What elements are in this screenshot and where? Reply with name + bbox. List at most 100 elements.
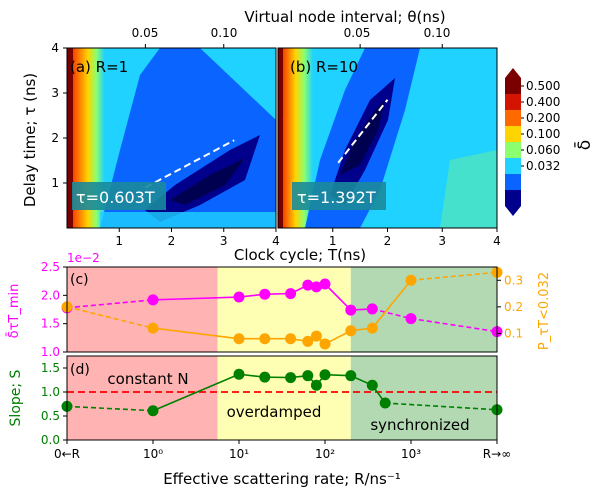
colorbar-segment-1 [505, 94, 521, 110]
series-c-0-seg-9 [372, 308, 412, 320]
y-tick-label-0: 1 [51, 176, 59, 190]
c-right-tick-label-1: 0.2 [504, 300, 523, 314]
heatmap-a-dark-core [170, 158, 245, 205]
region-d-2 [350, 356, 497, 440]
series-d-point-5 [302, 370, 314, 382]
colorbar-segment-7 [505, 190, 521, 206]
series-d-point-8 [345, 370, 357, 382]
series-d-seg-1 [152, 373, 240, 412]
series-d-point-9 [366, 379, 378, 391]
colorbar-segment-3 [505, 126, 521, 142]
d-tick-label-2: 1.0 [41, 385, 60, 399]
top-xlabel: Virtual node interval; θ(ns) [244, 8, 445, 26]
annotation-box-b [292, 182, 386, 210]
series-d-point-6 [310, 379, 322, 391]
series-c-0-point-6 [310, 281, 322, 293]
top-tick-label-b1: 0.05 [344, 26, 371, 40]
series-c-0-point-4 [285, 288, 297, 300]
colorbar-segment-2 [505, 110, 521, 126]
heatmap-a-left-edge [67, 48, 73, 228]
series-d-point-4 [285, 372, 297, 384]
series-d-point-10 [379, 397, 391, 409]
colorbar-segment-0 [505, 78, 521, 94]
series-c-1-point-2 [233, 333, 245, 345]
series-c-1-point-7 [319, 338, 331, 350]
bottom-tick-label-1: 10⁰ [143, 447, 163, 461]
series-c-0-point-10 [405, 313, 417, 325]
y-tick-label-3: 4 [51, 41, 59, 55]
series-d-point-1 [147, 405, 159, 417]
panel-label-b: (b) R=10 [290, 58, 358, 76]
panel-d-frame [66, 355, 498, 441]
series-c-1-point-1 [147, 322, 159, 334]
bottom-tick-label-5: R→∞ [483, 447, 511, 461]
series-c-0-point-5 [302, 279, 314, 291]
c-left-tick-label-3: 2.5 [41, 260, 60, 274]
series-d-point-3 [259, 371, 271, 383]
series-c-0-point-3 [259, 288, 271, 300]
heatmap-ylabel: Delay time; τ (ns) [21, 73, 39, 207]
heatmap-xlabel: Clock cycle; T(ns) [234, 246, 366, 264]
bottom-tick-label-3: 10² [315, 447, 335, 461]
series-c-1-point-8 [345, 325, 357, 337]
x-tick-label-1-0: 1 [329, 234, 337, 248]
series-c-0-seg-0 [66, 299, 154, 309]
series-d-seg-0 [66, 405, 154, 412]
colorbar-tick-label-2: 0.200 [526, 111, 560, 125]
series-c-0-seg-7 [324, 283, 352, 311]
series-c-1-seg-0 [66, 306, 154, 329]
x-tick-label-0-1: 2 [168, 234, 176, 248]
colorbar-bottom-arrow [505, 206, 521, 216]
series-c-1-point-10 [405, 274, 417, 286]
panel-c-label: (c) [70, 272, 89, 288]
x-tick-label-1-1: 2 [384, 234, 392, 248]
panel-label-a: (a) R=1 [70, 58, 128, 76]
region-label-overdamped: overdamped [227, 403, 322, 421]
colorbar-segment-4 [505, 142, 521, 158]
series-c-0-point-1 [147, 294, 159, 306]
series-c-1-seg-1 [152, 327, 240, 340]
colorbar-tick-label-0: 0.500 [526, 79, 560, 93]
bottom-xlabel: Effective scattering rate; R/ns⁻¹ [163, 470, 401, 488]
series-c-0-seg-10 [410, 317, 498, 333]
c-left-tick-label-0: 1.0 [41, 345, 60, 359]
region-d-0 [67, 356, 218, 440]
colorbar-tick-label-3: 0.100 [526, 127, 560, 141]
d-tick-label-0: 0.0 [41, 433, 60, 447]
x-tick-label-1-3: 4 [493, 234, 501, 248]
series-c-0-point-8 [345, 304, 357, 316]
x-tick-label-0-0: 1 [115, 234, 123, 248]
colorbar-label: δ̄ [573, 140, 595, 150]
series-c-1-point-3 [259, 333, 271, 345]
colorbar-tick-label-1: 0.400 [526, 95, 560, 109]
heatmap-b-left-edge [278, 48, 283, 228]
annotation-text-b: τ=1.392T [297, 188, 376, 207]
panel-c-exponent: 1e−2 [67, 251, 100, 265]
d-tick-label-1: 0.5 [41, 409, 60, 423]
panel-d-label: (d) [70, 362, 90, 378]
x-tick-label-0-3: 4 [272, 234, 280, 248]
series-d-point-2 [233, 368, 245, 380]
c-right-tick-label-2: 0.3 [504, 273, 523, 287]
bottom-tick-label-2: 10¹ [229, 447, 249, 461]
x-tick-label-0-2: 3 [220, 234, 228, 248]
d-tick-label-3: 1.5 [41, 361, 60, 375]
bottom-tick-label-0: 0←R [54, 447, 80, 461]
c-left-tick-label-1: 1.5 [41, 317, 60, 331]
series-c-0-point-9 [366, 303, 378, 315]
bottom-tick-label-4: 10³ [401, 447, 421, 461]
series-c-1-point-6 [310, 330, 322, 342]
series-c-1-point-4 [285, 333, 297, 345]
panel-c-ylabel-left: δ̄τT_min [7, 284, 22, 339]
series-c-1-seg-9 [371, 279, 412, 329]
region-d-1 [217, 356, 351, 440]
c-right-tick-label-0: 0.1 [504, 326, 523, 340]
fit-line-b [337, 99, 389, 164]
top-tick-label-b2: 0.10 [424, 26, 451, 40]
y-tick-label-1: 2 [51, 131, 59, 145]
colorbar-tick-label-5: 0.032 [526, 159, 560, 173]
heatmap-b-green-speckle [440, 150, 497, 228]
annotation-box-a [72, 182, 166, 210]
fit-line-a [144, 139, 235, 189]
region-label-constant-n: constant N [107, 370, 188, 388]
